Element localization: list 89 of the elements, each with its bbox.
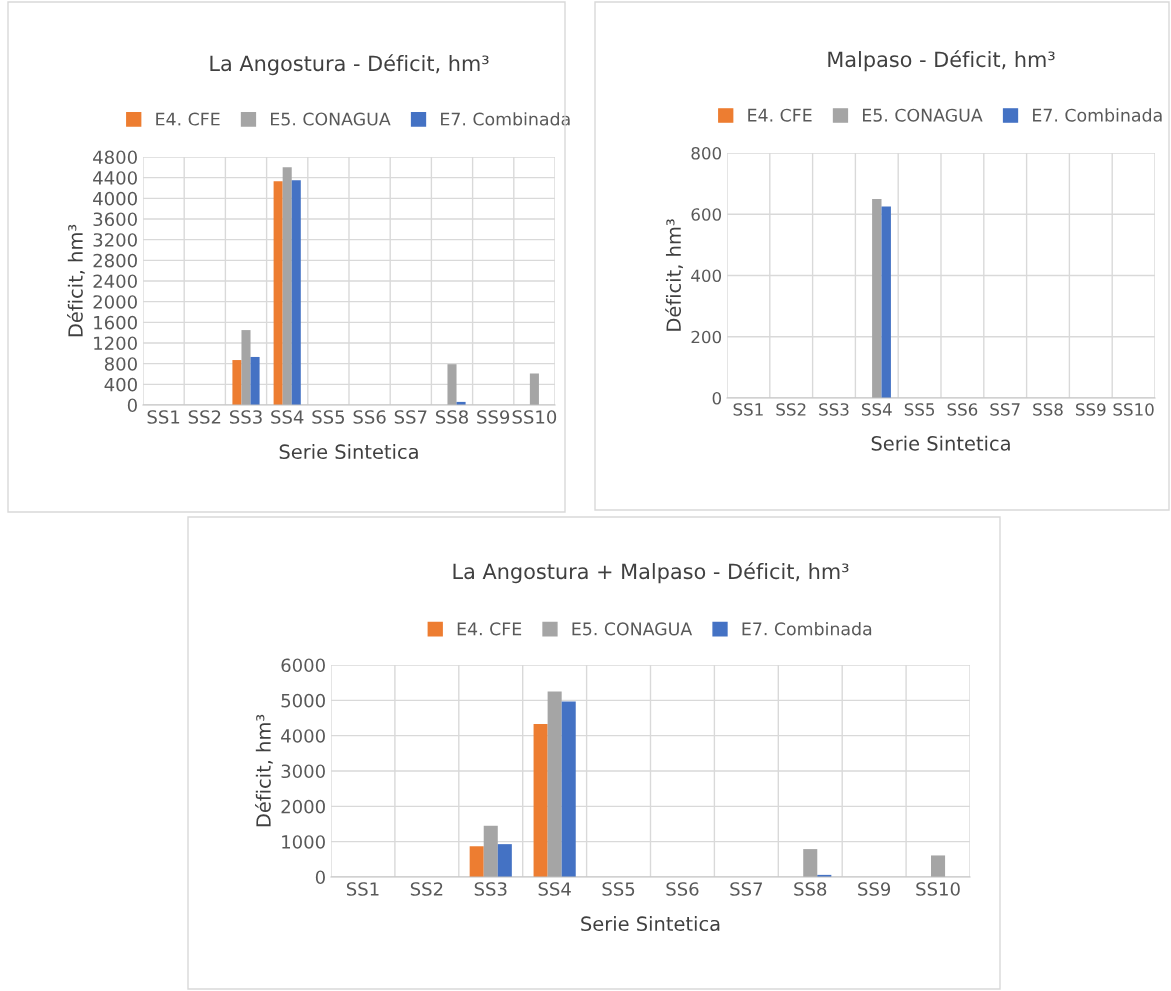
x-axis-title: Serie Sintetica — [581, 916, 720, 932]
bar — [803, 849, 818, 877]
bar — [447, 364, 457, 405]
x-tick-label: SS10 — [512, 410, 557, 424]
bar — [497, 844, 512, 877]
chart-title: La Angostura + Malpaso - Déficit, hm³ — [453, 562, 849, 584]
x-tick-label: SS8 — [794, 882, 827, 896]
y-tick-label: 3000 — [281, 764, 325, 779]
bar — [483, 825, 498, 877]
y-tick-label: 4800 — [93, 150, 137, 165]
x-tick-label: SS9 — [477, 410, 510, 424]
x-tick-label: SS10 — [916, 882, 960, 896]
y-tick-label: 4000 — [93, 191, 137, 206]
bar — [250, 356, 260, 405]
legend-label: E4. CFE — [748, 108, 812, 122]
legend-label: E5. CONAGUA — [863, 108, 983, 122]
x-tick-label: SS5 — [602, 882, 635, 896]
y-tick-label: 2800 — [93, 253, 137, 268]
legend-label: E7. Combinada — [742, 621, 872, 636]
y-tick-label: 1200 — [94, 336, 137, 351]
x-tick-label: SS6 — [947, 403, 978, 416]
x-tick-label: SS4 — [862, 403, 892, 416]
y-tick-label: 2400 — [93, 274, 137, 289]
x-tick-label: SS3 — [819, 403, 849, 416]
y-tick-label: 2000 — [93, 295, 137, 309]
legend-label: E5. CONAGUA — [271, 112, 391, 126]
y-axis-title: Déficit, hm³ — [665, 219, 683, 331]
y-tick-label: 3600 — [93, 212, 137, 227]
x-tick-label: SS7 — [394, 410, 427, 424]
bar — [282, 167, 292, 405]
x-tick-label: SS6 — [666, 882, 699, 896]
x-tick-label: SS2 — [410, 882, 443, 896]
y-tick-label: 2000 — [281, 799, 325, 814]
bar — [547, 691, 562, 877]
x-tick-label: SS2 — [188, 410, 221, 424]
chart-title: Malpaso - Déficit, hm³ — [828, 50, 1055, 72]
x-axis-title: Serie Sintetica — [279, 444, 418, 460]
y-tick-label: 0 — [315, 870, 325, 885]
bar — [273, 181, 283, 405]
y-tick-label: 0 — [712, 391, 722, 405]
y-axis-title: Déficit, hm³ — [67, 224, 85, 337]
y-tick-label: 4400 — [93, 171, 137, 185]
y-tick-label: 400 — [104, 377, 137, 392]
y-tick-label: 5000 — [281, 693, 325, 708]
bar — [241, 330, 251, 405]
x-tick-label: SS8 — [435, 410, 468, 424]
y-tick-label: 800 — [104, 357, 137, 371]
y-tick-label: 1000 — [282, 835, 325, 849]
y-tick-label: 6000 — [281, 658, 325, 673]
y-axis-title: Déficit, hm³ — [255, 714, 273, 827]
legend-label: E4. CFE — [457, 622, 522, 636]
bar — [232, 360, 242, 405]
x-tick-label: SS6 — [353, 410, 386, 424]
bar — [561, 701, 576, 877]
bar — [533, 724, 548, 877]
x-tick-label: SS1 — [733, 403, 763, 416]
legend-label: E4. CFE — [156, 112, 220, 126]
x-axis-title: Serie Sintetica — [871, 435, 1010, 451]
bar — [931, 855, 946, 877]
x-tick-label: SS1 — [147, 410, 180, 424]
x-tick-label: SS3 — [229, 410, 262, 424]
bar — [291, 180, 301, 405]
bar — [529, 373, 539, 405]
x-tick-label: SS3 — [474, 882, 507, 896]
x-tick-label: SS9 — [858, 882, 891, 896]
x-tick-label: SS5 — [312, 410, 345, 424]
x-tick-label: SS7 — [990, 403, 1020, 416]
y-tick-label: 600 — [691, 208, 722, 221]
x-tick-label: SS2 — [776, 403, 806, 416]
x-tick-label: SS5 — [904, 403, 935, 416]
x-tick-label: SS1 — [346, 882, 379, 896]
y-tick-label: 200 — [691, 330, 722, 344]
x-tick-label: SS9 — [1076, 403, 1106, 416]
x-tick-label: SS10 — [1113, 403, 1154, 416]
y-tick-label: 0 — [127, 398, 137, 413]
chart-title: La Angostura - Déficit, hm³ — [210, 54, 489, 76]
legend-label: E7. Combinada — [1033, 108, 1162, 122]
y-tick-label: 3200 — [93, 233, 137, 247]
y-tick-label: 800 — [691, 146, 722, 160]
bar — [469, 846, 484, 877]
y-tick-label: 400 — [691, 269, 722, 283]
x-tick-label: SS4 — [538, 882, 571, 896]
x-tick-label: SS4 — [271, 410, 304, 424]
y-tick-label: 4000 — [281, 729, 325, 743]
legend-label: E5. CONAGUA — [572, 622, 693, 636]
x-tick-label: SS8 — [1033, 403, 1063, 416]
y-tick-label: 1600 — [94, 315, 137, 330]
x-tick-label: SS7 — [730, 882, 763, 896]
legend-label: E7. Combinada — [441, 112, 570, 126]
